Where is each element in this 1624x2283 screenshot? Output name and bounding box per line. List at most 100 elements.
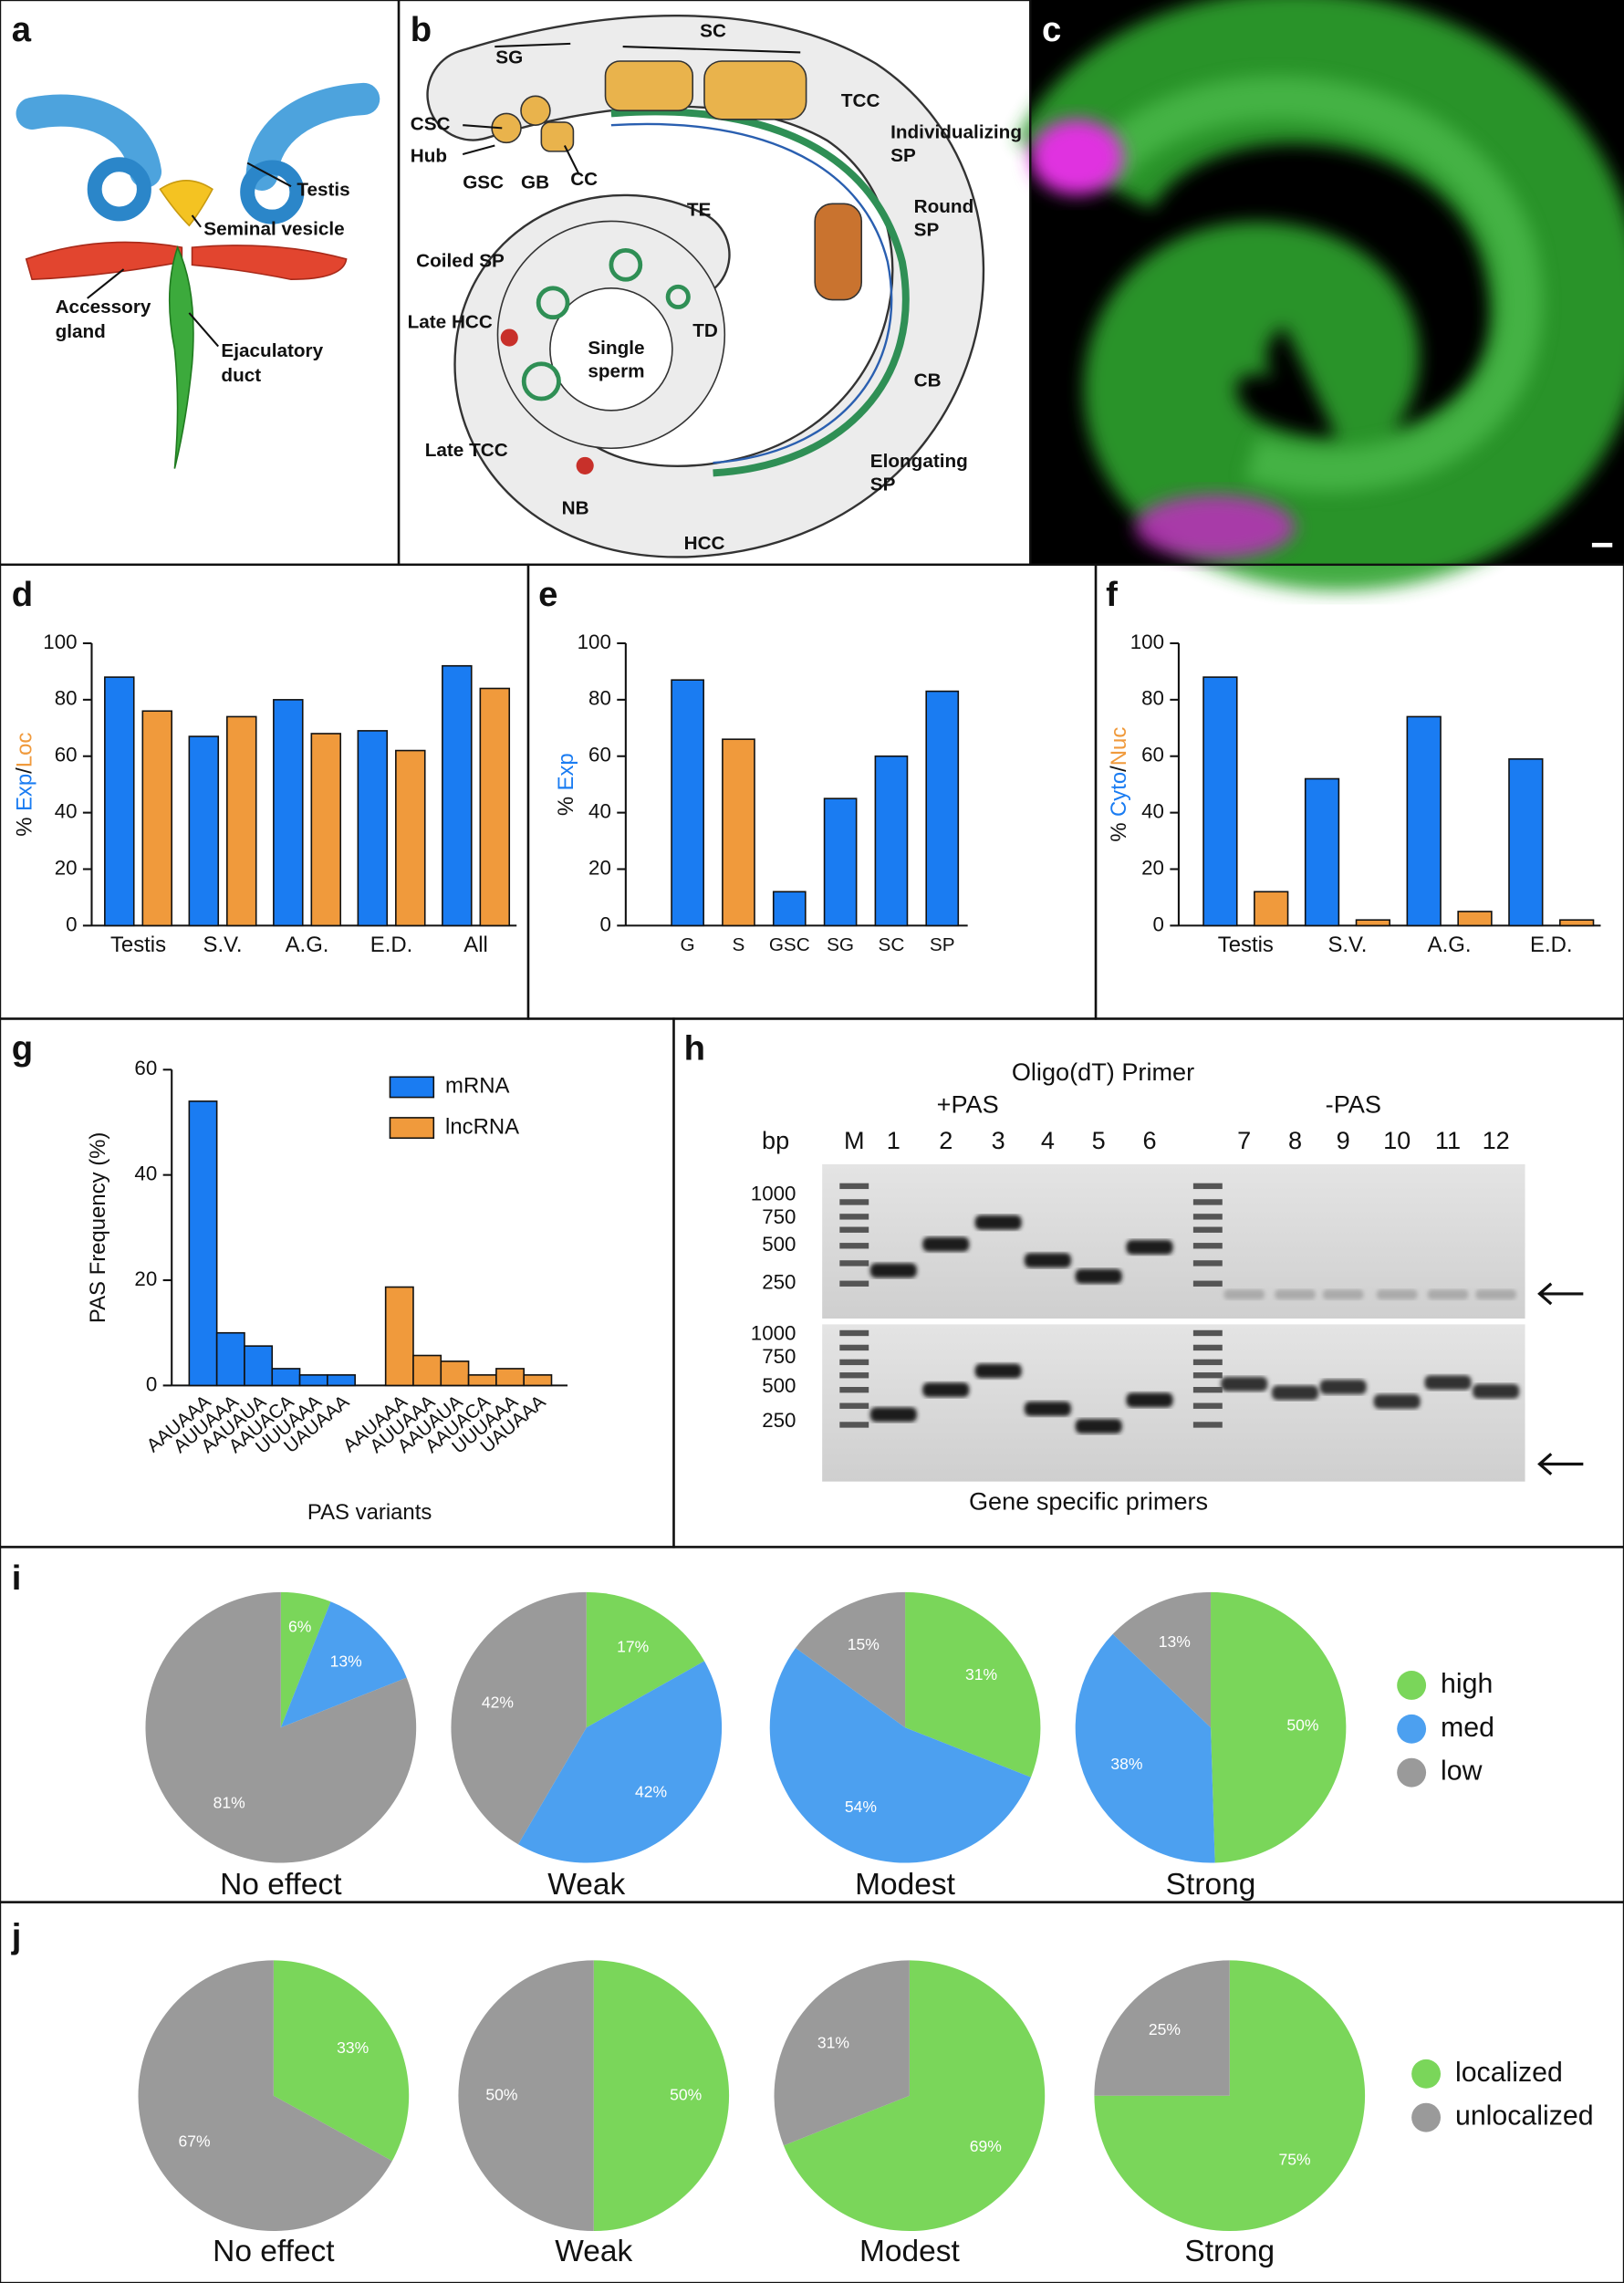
gel-lane: 8 — [1288, 1126, 1302, 1154]
legend-swatch — [1411, 2102, 1442, 2132]
diagram-label: SC — [700, 21, 726, 42]
bar — [244, 1345, 274, 1387]
x-tick-label: E.D. — [370, 933, 413, 957]
gel-band — [869, 1407, 917, 1423]
diagram-label: GSC — [463, 172, 504, 193]
ladder-band — [1192, 1226, 1223, 1233]
diagram-label: CC — [570, 169, 598, 190]
gel-lane: 12 — [1483, 1126, 1510, 1154]
gel-band — [922, 1236, 970, 1252]
diagram-label-line: Ejaculatory — [221, 340, 323, 361]
slice-label: 54% — [845, 1798, 877, 1816]
pie-slice — [796, 1591, 906, 1728]
pie-title: Strong — [1184, 2235, 1275, 2268]
y-axis-label: % Cyto/Nuc — [1107, 727, 1131, 842]
ladder-label: 250 — [762, 1271, 796, 1294]
gel-lane: 10 — [1383, 1126, 1411, 1154]
ladder-band — [1192, 1386, 1223, 1393]
bar — [467, 1374, 497, 1387]
diagram-label: CB — [914, 370, 942, 391]
y-tick-label: 80 — [55, 687, 78, 710]
panel-letter: h — [684, 1029, 705, 1069]
gel-band — [1319, 1380, 1367, 1394]
gel-band — [1024, 1401, 1071, 1416]
ladder-band — [839, 1260, 869, 1267]
diagram-label-line: gland — [56, 322, 106, 343]
ladder-label: 750 — [762, 1205, 796, 1228]
ladder-band — [839, 1359, 869, 1366]
bar — [273, 699, 304, 927]
bar — [823, 797, 858, 927]
gel-group: +PAS — [937, 1089, 999, 1118]
legend-swatch — [389, 1076, 435, 1099]
bar — [1508, 758, 1544, 927]
x-tick-label: E.D. — [1530, 933, 1573, 957]
pie-slice — [138, 1960, 392, 2232]
diagram-label: Late HCC — [408, 312, 493, 333]
slice-label: 31% — [817, 2034, 849, 2052]
ladder-band — [1192, 1422, 1223, 1428]
panel-letter: c — [1042, 10, 1061, 49]
x-tick-label: Testis — [1218, 933, 1274, 957]
pie-slice — [280, 1591, 331, 1728]
pie-slice — [774, 1960, 910, 2146]
pie-slice — [145, 1591, 417, 1863]
bar — [215, 1331, 245, 1387]
bar — [384, 1286, 414, 1387]
slice-label: 50% — [1286, 1715, 1318, 1734]
ladder-band — [1192, 1183, 1223, 1190]
ladder-band — [1192, 1214, 1223, 1220]
bar — [440, 1360, 470, 1387]
pie-title: Strong — [1166, 1868, 1256, 1902]
gel-title: Oligo(dT) Primer — [1012, 1058, 1194, 1086]
reproductive-tract — [16, 82, 380, 469]
bar — [298, 1374, 328, 1387]
slice-label: 25% — [1149, 2020, 1181, 2038]
gel-band — [1075, 1268, 1122, 1284]
diagram-label: HCC — [684, 533, 725, 554]
slice-label: 31% — [965, 1665, 997, 1684]
diagram-label-line: Individualizing — [890, 122, 1022, 143]
gel-lane: 11 — [1435, 1126, 1461, 1154]
gel-band — [1272, 1385, 1319, 1401]
bar — [1202, 676, 1238, 927]
pie-slice — [769, 1648, 1031, 1863]
diagram-label: Elongating SP — [870, 452, 968, 496]
ladder-band — [839, 1344, 869, 1351]
panel-letter: d — [12, 575, 33, 614]
pie-slice — [1094, 1960, 1366, 2232]
gel-lane: 5 — [1092, 1126, 1106, 1154]
pie-slice — [783, 1960, 1046, 2232]
pie-slice — [905, 1591, 1041, 1777]
slice-label: 33% — [337, 2038, 369, 2057]
gel-lane: 2 — [939, 1126, 953, 1154]
pie-title: No effect — [213, 2235, 335, 2268]
x-tick-label: Testis — [110, 933, 166, 957]
diagram-label: SG — [495, 47, 523, 68]
pie-slice — [280, 1601, 407, 1728]
y-tick-label: 0 — [1153, 912, 1164, 935]
gel-unit: bp — [762, 1126, 789, 1154]
y-axis-label-part: Loc — [13, 733, 37, 768]
bar — [271, 1368, 301, 1387]
slice-label: 75% — [1279, 2151, 1311, 2169]
slice-label: 13% — [1159, 1632, 1191, 1651]
y-tick-label: 80 — [1141, 687, 1164, 710]
bar — [1457, 911, 1493, 927]
slice-label: 81% — [213, 1793, 245, 1811]
ladder-label: 500 — [762, 1374, 796, 1397]
diagram-label: Seminal vesicle — [203, 218, 344, 239]
diagram-label: Ejaculatory duct — [221, 340, 323, 386]
bar — [1304, 777, 1340, 927]
y-axis-label-part: % — [1107, 822, 1131, 841]
ladder-band — [839, 1243, 869, 1249]
slice-label: 42% — [482, 1693, 514, 1711]
pie-slice — [593, 1960, 730, 2232]
gel-lane: 3 — [992, 1126, 1005, 1154]
y-axis-label-part: % — [13, 817, 37, 836]
legend-label: med — [1441, 1713, 1494, 1743]
x-tick-label: S — [733, 934, 745, 955]
gel-lane: M — [844, 1126, 865, 1154]
y-tick-label: 20 — [55, 856, 78, 879]
x-tick-label: G — [681, 934, 695, 955]
